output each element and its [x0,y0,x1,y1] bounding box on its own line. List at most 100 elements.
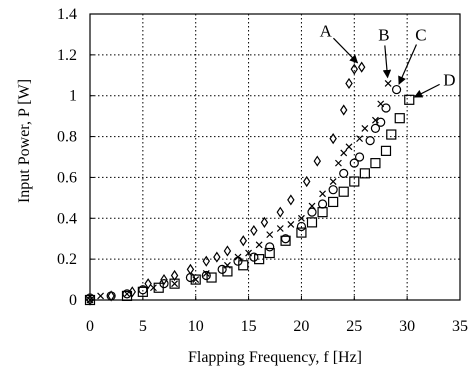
data-point-cross [335,159,342,167]
data-point-square [190,274,201,285]
data-point-circle [328,185,338,195]
data-point-circle [370,123,381,133]
data-point-diamond [186,263,195,275]
data-point-diamond [128,286,137,298]
data-point-cross [340,149,348,157]
annotation-arrow [333,37,359,64]
y-tick-label: 1.4 [57,6,77,23]
data-point-cross [192,276,200,283]
data-point-cross [372,116,379,124]
data-point-diamond [329,133,337,145]
data-point-square [349,176,360,187]
data-point-square [359,168,370,179]
data-point-diamond [223,245,232,257]
data-point-circle [349,158,359,168]
data-point-diamond [313,155,322,167]
annotation-arrow [398,44,417,85]
y-tick-label: 0.4 [57,210,77,227]
x-tick-label: 25 [346,318,362,335]
data-point-square [264,247,275,259]
data-point-diamond [144,278,152,290]
data-point-square [370,158,381,169]
annotation-arrow [413,83,440,98]
data-point-diamond [260,216,269,228]
annotation-label: C [415,25,426,44]
data-point-cross [329,178,337,185]
annotation-arrow [382,45,392,79]
data-point-circle [339,168,349,178]
data-point-diamond [160,273,168,286]
data-point-cross [319,190,326,198]
x-tick-label: 5 [139,318,147,335]
y-tick-label: 1 [69,88,77,105]
y-tick-label: 0 [69,292,77,309]
data-point-square [238,260,249,271]
data-point-diamond [287,194,295,206]
y-tick-label: 0.6 [57,169,77,186]
data-point-circle [249,252,259,262]
annotation-label: B [378,25,389,44]
data-point-diamond [276,206,285,218]
data-point-cross [287,220,295,228]
data-point-diamond [350,63,359,75]
data-point-square [317,207,328,218]
x-tick-label: 35 [452,318,468,335]
data-point-square [328,196,339,208]
tick-labels: 0 5 10 15 20 25 30 35 0 0.2 0.4 0.6 0.8 1 1.2 1.4 [57,6,468,335]
annotations: A B C D [320,21,456,98]
data-point-circle [376,117,386,127]
data-point-square [222,266,233,277]
data-point-circle [381,103,391,113]
data-point-cross [345,143,353,151]
data-point-circle [354,152,365,162]
data-point-square [296,227,307,238]
data-point-diamond [339,104,348,116]
data-point-circle [201,270,211,281]
data-point-cross [384,80,392,87]
x-tick-label: 30 [399,318,415,335]
data-point-diamond [170,269,179,282]
data-point-cross [150,284,157,292]
data-point-cross [361,124,369,132]
data-point-square [380,145,392,156]
data-point-square [206,272,217,283]
data-point-square [280,235,291,246]
data-point-diamond [302,175,311,188]
grid [90,14,460,300]
annotation-label: A [320,21,333,40]
data-point-square [404,94,415,105]
x-tick-label: 15 [241,318,257,335]
data-point-circle [265,242,275,252]
x-tick-label: 10 [188,318,204,335]
data-point-cross [255,241,263,249]
data-point-circle [391,84,402,95]
data-point-diamond [345,77,353,90]
data-point-circle [317,199,328,209]
plot-frame [89,13,461,301]
data-point-circle [185,272,196,283]
data-point-circle [217,264,227,274]
y-tick-label: 0.2 [57,251,77,268]
y-tick-label: 1.2 [57,47,77,64]
data-point-square [386,129,397,140]
data-point-cross [356,135,363,143]
data-point-square [338,186,349,197]
annotation-label: D [443,70,455,89]
data-point-cross [266,231,274,239]
data-point-square [169,278,180,289]
data-point-circle [296,221,307,232]
x-axis-label: Flapping Frequency, f [Hz] [188,349,362,366]
x-tick-label: 20 [293,318,309,335]
data-point-cross [171,280,178,288]
data-point-diamond [357,61,366,73]
data-point-diamond [202,255,211,267]
data-point-square [394,113,405,124]
y-tick-label: 0.8 [57,129,77,146]
data-point-diamond [213,251,221,263]
data-point-circle [365,136,375,146]
data-markers [84,61,415,306]
data-point-square [306,217,318,228]
data-point-diamond [239,235,248,247]
x-tick-label: 0 [86,318,94,335]
